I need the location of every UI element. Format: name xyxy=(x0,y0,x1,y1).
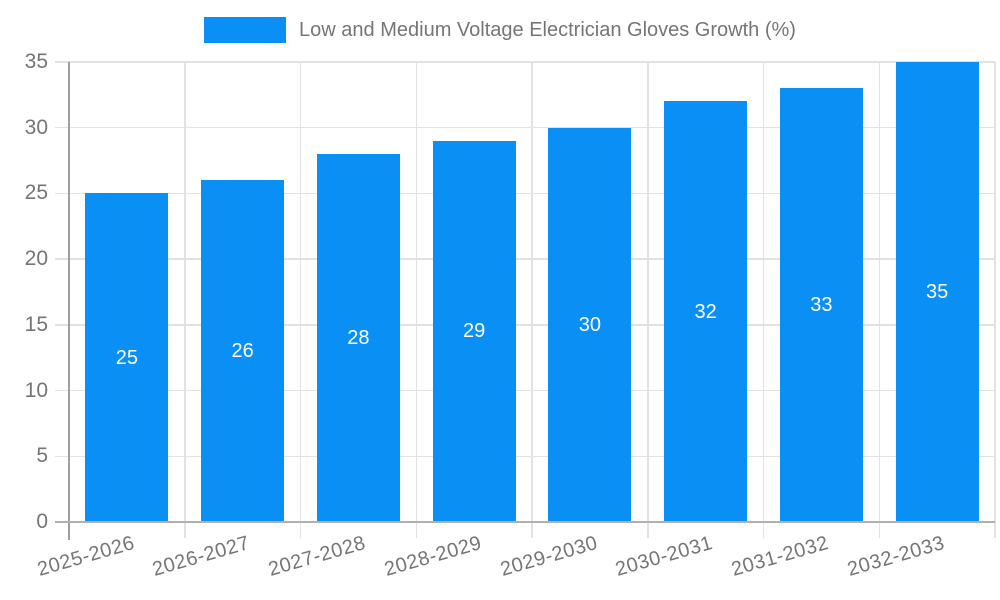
bar[interactable] xyxy=(895,62,979,522)
y-tick-label: 15 xyxy=(24,312,48,336)
bar-value-label: 35 xyxy=(926,281,949,303)
gridline-horizontal xyxy=(55,389,995,392)
gridline-vertical xyxy=(994,62,996,538)
bar[interactable] xyxy=(779,88,863,522)
x-tick-label: 2032-2033 xyxy=(844,532,948,581)
gridline-vertical xyxy=(299,62,302,538)
y-tick-label: 35 xyxy=(24,50,48,73)
gridline-vertical xyxy=(878,62,880,538)
bar-value-label: 32 xyxy=(694,300,717,323)
gridline-vertical xyxy=(415,62,417,538)
gridline-vertical xyxy=(762,62,765,538)
bar-value-label: 29 xyxy=(463,320,486,343)
x-tick-label: 2027-2028 xyxy=(266,532,369,581)
y-axis-line xyxy=(68,62,70,540)
legend-label: Low and Medium Voltage Electrician Glove… xyxy=(299,18,796,41)
y-tick-label: 0 xyxy=(36,510,48,533)
x-axis-line xyxy=(55,521,995,523)
x-tick-label: 2026-2027 xyxy=(150,532,253,581)
bar[interactable] xyxy=(664,101,748,522)
bar-value-label: 30 xyxy=(578,313,601,336)
bar[interactable] xyxy=(85,193,169,522)
bar[interactable] xyxy=(548,127,632,522)
y-tick-label: 25 xyxy=(24,181,48,205)
gridline-horizontal xyxy=(55,61,995,63)
gridline-horizontal xyxy=(55,192,995,195)
y-tick-label: 10 xyxy=(24,378,48,402)
gridline-vertical xyxy=(647,62,649,538)
legend-swatch xyxy=(204,17,287,43)
x-tick-label: 2029-2030 xyxy=(497,532,600,581)
y-tick-label: 20 xyxy=(24,247,48,271)
x-tick-label: 2030-2031 xyxy=(613,532,716,581)
gridline-vertical xyxy=(184,62,186,538)
chart-legend[interactable]: Low and Medium Voltage Electrician Glove… xyxy=(0,17,1000,43)
y-tick-label: 30 xyxy=(24,115,48,139)
bar[interactable] xyxy=(201,180,285,522)
x-tick-label: 2028-2029 xyxy=(381,532,485,581)
y-tick-label: 5 xyxy=(36,444,48,468)
bar-value-label: 26 xyxy=(231,340,254,363)
bar[interactable] xyxy=(432,140,516,522)
bar-value-label: 25 xyxy=(115,346,138,369)
gridline-horizontal xyxy=(55,126,995,129)
bar-value-label: 28 xyxy=(347,327,370,349)
bar[interactable] xyxy=(316,154,400,522)
gridline-horizontal xyxy=(55,324,995,326)
gridline-horizontal xyxy=(55,455,995,458)
gridline-horizontal xyxy=(55,258,995,260)
x-tick-label: 2025-2026 xyxy=(34,532,137,581)
x-tick-label: 2031-2032 xyxy=(729,532,832,581)
bar-value-label: 33 xyxy=(810,294,833,317)
gridline-vertical xyxy=(531,62,533,538)
